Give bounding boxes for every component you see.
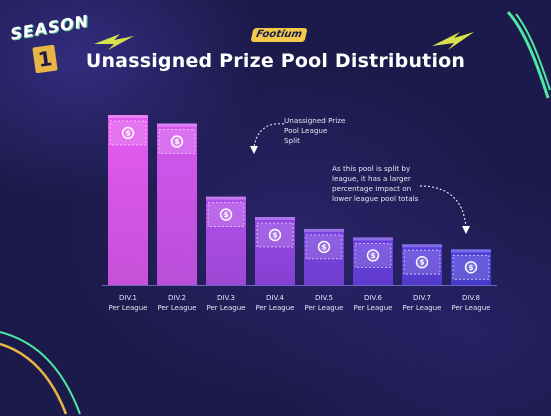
annotation-arrow-split: [250, 123, 285, 154]
x-tick-label-div-1: DIV.1 Per League: [109, 294, 148, 312]
dollar-glyph-icon: $: [224, 211, 229, 219]
corner-stripes-bottom-left: [0, 331, 81, 415]
lightning-bolt-right-icon: [432, 32, 474, 50]
annotation-arrow-impact: [419, 185, 470, 234]
dollar-glyph-icon: $: [420, 259, 425, 267]
bar-div-5: [304, 228, 344, 285]
dollar-coin-icon: [415, 256, 429, 269]
bar-cap-div-5: [304, 228, 344, 232]
bar-div-1: [108, 115, 148, 285]
dollar-glyph-icon: $: [175, 138, 180, 146]
dollar-coin-icon: [366, 249, 380, 262]
dollar-coin-icon: [219, 208, 233, 221]
unassigned-pool-box-div-6: [354, 242, 392, 268]
dollar-glyph-icon: $: [371, 252, 376, 260]
corner-stripes-top-right: [506, 11, 551, 99]
bar-div-2: [157, 123, 197, 285]
unassigned-pool-box-div-4: [256, 222, 294, 248]
bar-div-4: [255, 217, 295, 285]
bar-div-3: [206, 196, 246, 285]
x-tick-label-div-3: DIV.3 Per League: [207, 294, 246, 312]
dollar-coin-icon: [317, 240, 331, 254]
bar-cap-div-6: [353, 237, 393, 241]
dollar-glyph-icon: $: [273, 232, 278, 240]
dollar-coin-icon: [121, 126, 135, 140]
annotation-league-split: Unassigned Prize Pool League Split: [284, 116, 346, 145]
annotation-impact: As this pool is split by league, it has a…: [332, 164, 419, 203]
dollar-coin-icon: [464, 261, 478, 274]
bar-cap-div-3: [206, 196, 246, 200]
dollar-glyph-icon: $: [126, 130, 131, 138]
dollar-glyph-icon: $: [469, 264, 474, 272]
unassigned-pool-box-div-3: [207, 202, 245, 228]
bar-cap-div-7: [402, 244, 442, 248]
bar-cap-div-8: [451, 249, 491, 253]
bar-cap-div-1: [108, 115, 148, 118]
x-tick-label-div-2: DIV.2 Per League: [158, 294, 197, 312]
bar-cap-div-2: [157, 123, 197, 127]
unassigned-pool-box-div-2: [158, 129, 196, 154]
x-tick-label-div-4: DIV.4 Per League: [256, 294, 295, 312]
lightning-bolt-left-icon: [94, 34, 134, 50]
unassigned-pool-box-div-1: [109, 120, 147, 146]
dollar-coin-icon: [170, 135, 184, 148]
x-tick-label-div-6: DIV.6 Per League: [354, 294, 393, 312]
dollar-coin-icon: [268, 228, 282, 242]
unassigned-pool-box-div-7: [403, 249, 441, 275]
x-tick-label-div-8: DIV.8 Per League: [452, 294, 491, 312]
unassigned-pool-box-div-5: [305, 234, 343, 260]
unassigned-pool-box-div-8: [452, 254, 490, 280]
bar-cap-div-4: [255, 217, 295, 220]
x-tick-label-div-5: DIV.5 Per League: [305, 294, 344, 312]
dollar-glyph-icon: $: [322, 243, 327, 251]
bar-div-7: [402, 244, 442, 285]
x-tick-label-div-7: DIV.7 Per League: [403, 294, 442, 312]
chart-title: Unassigned Prize Pool Distribution: [85, 50, 466, 72]
